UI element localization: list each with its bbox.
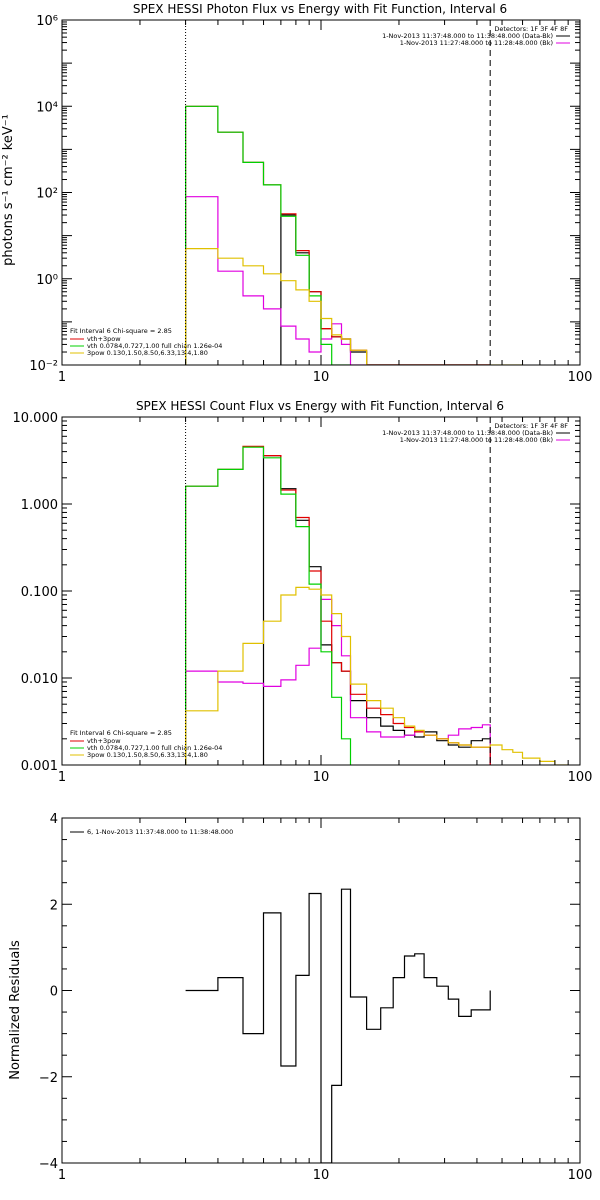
y-tick-label: 10⁴ bbox=[36, 100, 58, 115]
y-tick-label: 10² bbox=[36, 187, 58, 202]
y-tick-label: 0.010 bbox=[21, 672, 58, 687]
legend-entry-data: 1-Nov-2013 11:37:48.000 to 11:38:48.000 … bbox=[382, 429, 553, 437]
y-tick-label: 10⁶ bbox=[36, 14, 58, 29]
legend-header: Detectors: 1F 3F 4F 8F bbox=[494, 422, 568, 430]
x-tick-label: 1 bbox=[58, 1168, 66, 1183]
legend-fit-total: vth+3pow bbox=[87, 335, 121, 343]
panel2-legend-bottom: Fit Interval 6 Chi-square = 2.85 vth+3po… bbox=[70, 729, 222, 759]
panel1-legend-bottom: Fit Interval 6 Chi-square = 2.85 vth+3po… bbox=[70, 327, 222, 357]
panel3-legend: 6, 1-Nov-2013 11:37:48.000 to 11:38:48.0… bbox=[70, 828, 233, 836]
y-tick-label: −2 bbox=[39, 1071, 58, 1086]
series-vth-line bbox=[185, 446, 352, 765]
x-tick-label: 100 bbox=[568, 1168, 593, 1183]
legend-entry-bk: 1-Nov-2013 11:27:48.000 to 11:28:48.000 … bbox=[400, 436, 553, 444]
y-tick-label: 0 bbox=[50, 985, 58, 1000]
legend-entry-data: 1-Nov-2013 11:37:48.000 to 11:38:48.000 … bbox=[382, 32, 553, 40]
legend-residuals: 6, 1-Nov-2013 11:37:48.000 to 11:38:48.0… bbox=[87, 828, 233, 836]
x-tick-label: 10 bbox=[313, 770, 330, 785]
y-tick-label: −4 bbox=[39, 1157, 58, 1172]
panel3-ylabel: Normalized Residuals bbox=[8, 940, 23, 1080]
series-bk-line bbox=[185, 598, 491, 765]
legend-3pow: 3pow 0.130,1.50,8.50,6.33,13.4,1.80 bbox=[87, 751, 208, 759]
x-tick-label: 10 bbox=[313, 1168, 330, 1183]
legend-vth: vth 0.0784,0.727,1.00 full chian 1.26e-0… bbox=[87, 744, 222, 752]
panel1-legend-top: Detectors: 1F 3F 4F 8F 1-Nov-2013 11:37:… bbox=[382, 25, 570, 47]
legend-header: Detectors: 1F 3F 4F 8F bbox=[494, 25, 568, 33]
y-tick-label: 10.000 bbox=[13, 411, 59, 426]
y-tick-label: 2 bbox=[50, 898, 58, 913]
series-vth-line bbox=[185, 105, 351, 365]
y-tick-label: 0.100 bbox=[21, 585, 58, 600]
legend-3pow: 3pow 0.130,1.50,8.50,6.33,13.4,1.80 bbox=[87, 349, 208, 357]
data-layer bbox=[185, 20, 569, 1163]
legend-fit-header: Fit Interval 6 Chi-square = 2.85 bbox=[70, 327, 172, 335]
x-tick-label: 100 bbox=[568, 370, 593, 385]
legend-fit-header: Fit Interval 6 Chi-square = 2.85 bbox=[70, 729, 172, 737]
x-tick-label: 1 bbox=[58, 770, 66, 785]
panel2-legend-top: Detectors: 1F 3F 4F 8F 1-Nov-2013 11:37:… bbox=[382, 422, 570, 444]
y-tick-label: 4 bbox=[50, 812, 58, 827]
x-tick-label: 10 bbox=[313, 370, 330, 385]
panel1-title: SPEX HESSI Photon Flux vs Energy with Fi… bbox=[133, 2, 507, 16]
panel2-title: SPEX HESSI Count Flux vs Energy with Fit… bbox=[136, 399, 504, 413]
series-3pow-line bbox=[185, 586, 569, 765]
y-tick-label: 10⁻² bbox=[29, 359, 58, 374]
legend-vth: vth 0.0784,0.727,1.00 full chian 1.26e-0… bbox=[87, 342, 222, 350]
series-3pow-line bbox=[185, 248, 523, 365]
series-residuals-line bbox=[185, 888, 491, 1163]
panel1-ylabel: photons s⁻¹ cm⁻² keV⁻¹ bbox=[1, 114, 16, 266]
legend-entry-bk: 1-Nov-2013 11:27:48.000 to 11:28:48.000 … bbox=[400, 39, 553, 47]
x-tick-label: 100 bbox=[568, 770, 593, 785]
y-tick-label: 1.000 bbox=[21, 498, 58, 513]
legend-fit-total: vth+3pow bbox=[87, 737, 121, 745]
y-tick-label: 10⁰ bbox=[36, 273, 58, 288]
y-tick-label: 0.001 bbox=[21, 759, 58, 774]
x-tick-label: 1 bbox=[58, 370, 66, 385]
